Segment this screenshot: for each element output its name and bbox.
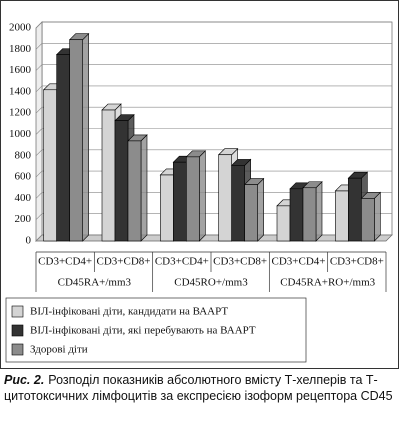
grid-line bbox=[35, 149, 392, 157]
bar bbox=[69, 39, 83, 242]
legend-swatch bbox=[11, 324, 24, 337]
grid-line bbox=[35, 128, 392, 135]
bar bbox=[218, 154, 232, 242]
bar-side bbox=[140, 134, 148, 242]
x-tick-label: CD3+CD8+ bbox=[330, 256, 384, 268]
x-tick-label: CD3+CD8+ bbox=[97, 256, 151, 268]
bar-side bbox=[374, 191, 381, 242]
group-label: CD45RO+/mm3 bbox=[174, 277, 248, 289]
legend-swatch bbox=[11, 305, 24, 318]
chart: 0 200 400 600 800 1000 1200 1400 1600 1800 2000 CD3… bbox=[0, 0, 399, 369]
bar-side bbox=[315, 181, 323, 242]
grid-line bbox=[35, 170, 392, 178]
bar bbox=[231, 165, 245, 242]
grid-line bbox=[35, 21, 392, 29]
caption-text: Розподіл показників абсолютного вмісту Т… bbox=[4, 373, 393, 403]
bar-side bbox=[199, 150, 206, 242]
caption: Рис. 2. Розподіл показників абсолютного в… bbox=[4, 372, 396, 404]
grid-line bbox=[35, 42, 392, 50]
y-tick-label: 1200 bbox=[9, 107, 32, 119]
y-tick-label: 800 bbox=[15, 149, 32, 161]
bar bbox=[335, 190, 349, 242]
legend-swatch bbox=[11, 343, 24, 356]
legend-box bbox=[5, 297, 307, 363]
grid-line bbox=[35, 85, 392, 93]
y-tick-label: 0 bbox=[26, 235, 32, 247]
bar bbox=[101, 109, 116, 242]
bar-side bbox=[82, 32, 89, 242]
grid-line bbox=[35, 106, 392, 114]
bar bbox=[302, 187, 317, 242]
legend-label: ВІЛ-інфіковані діти, які перебувають на … bbox=[30, 325, 256, 337]
x-tick-label: CD3+CD4+ bbox=[38, 256, 92, 268]
grid-line bbox=[35, 234, 392, 242]
bar bbox=[173, 161, 187, 242]
bar bbox=[186, 156, 200, 242]
caption-label: Рис. 2. bbox=[4, 373, 45, 387]
legend-label: Здорові діти bbox=[30, 344, 88, 356]
y-tick-label: 1400 bbox=[9, 85, 32, 97]
y-tick-label: 200 bbox=[15, 213, 32, 225]
y-tick-label: 2000 bbox=[9, 22, 32, 34]
bar bbox=[361, 198, 375, 242]
y-tick-label: 400 bbox=[15, 192, 32, 204]
bar bbox=[348, 177, 362, 242]
bar bbox=[244, 184, 258, 242]
y-tick-label: 1600 bbox=[9, 64, 32, 76]
bar bbox=[56, 54, 70, 242]
chart-border bbox=[0, 0, 399, 369]
bar-side bbox=[257, 177, 264, 242]
group-label: CD45RA+/mm3 bbox=[58, 277, 132, 289]
bar bbox=[114, 120, 129, 242]
grid-line bbox=[35, 213, 392, 220]
x-tick-label: CD3+CD8+ bbox=[213, 256, 267, 268]
grid-line bbox=[35, 192, 392, 199]
bar bbox=[160, 174, 174, 242]
bar bbox=[289, 188, 304, 242]
bar bbox=[43, 89, 57, 242]
bar bbox=[276, 205, 291, 242]
y-tick-label: 1800 bbox=[9, 43, 32, 55]
x-tick-label: CD3+CD4+ bbox=[272, 256, 326, 268]
grid-line bbox=[35, 64, 392, 71]
bar bbox=[127, 140, 142, 242]
group-label: CD45RA+RO+/mm3 bbox=[280, 277, 375, 289]
legend-label: ВІЛ-інфіковані діти, кандидати на ВААРТ bbox=[30, 306, 228, 318]
x-tick-label: CD3+CD4+ bbox=[155, 256, 209, 268]
y-tick-label: 600 bbox=[15, 171, 32, 183]
y-tick-label: 1000 bbox=[9, 128, 32, 140]
